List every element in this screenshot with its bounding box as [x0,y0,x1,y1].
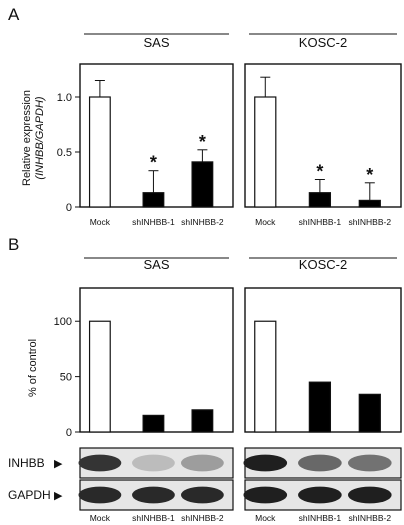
panel-a-ylabel: Relative expression (INHBB/GAPDH) [21,90,46,186]
bar-shinhbb-2 [358,199,381,208]
blot-band [347,454,392,472]
category-label: Mock [90,513,111,523]
category-label: Mock [255,217,276,227]
bar-shinhbb-1 [142,414,165,433]
group-title: SAS [143,257,169,272]
blot-band [132,486,175,504]
category-label: shINHBB-1 [299,513,342,523]
bar-shinhbb-2 [191,161,214,208]
ylabel-line1: Relative expression [21,90,33,186]
bar-shinhbb-1 [308,381,332,433]
y-tick-label: 0 [66,427,72,439]
bar-mock [88,96,111,208]
category-label: shINHBB-2 [349,513,392,523]
blot-band [132,454,175,472]
group-title: SAS [143,35,169,50]
category-label: Mock [255,513,276,523]
y-tick-label: 1.0 [57,92,72,104]
blot-band [243,486,288,504]
bar-shinhbb-2 [191,409,214,433]
chart-a-kosc2: KOSC-2 Mock * shINHBB-1 * shINHBB-2 [244,33,402,227]
ylabel-line2: (INHBB/GAPDH) [34,96,46,179]
significance-asterisk: * [366,165,373,185]
category-label: shINHBB-1 [299,217,342,227]
category-label: shINHBB-1 [132,513,175,523]
chart-b-sas: SAS 0 50 100 [54,257,234,439]
blot-label-inhbb: INHBB [8,456,45,470]
plots: SAS00.51.0Mock*shINHBB-1*shINHBB-2KOSC-2… [54,33,402,439]
blot-label-gapdh: GAPDH [8,488,51,502]
bar-mock [254,320,277,433]
significance-asterisk: * [316,162,323,182]
bar-shinhbb-2 [358,393,381,433]
chart-a-sas: SAS 0 0.5 1.0 Mock * shINHBB-1 * shINHBB-2 [57,33,234,227]
blot-band [180,486,224,504]
category-label: shINHBB-2 [349,217,392,227]
group-title: KOSC-2 [299,257,347,272]
panel-a-letter: A [8,5,20,24]
blot-band [298,454,342,472]
western-blots: INHBB ▶GAPDH ▶Mock shINHBB-1 shINHBB-2 Mock sh… [8,447,402,523]
panel-b-ylabel: % of control [27,339,39,397]
blot-band [298,486,342,504]
bar-mock [254,96,277,208]
panel-b-letter: B [8,235,19,254]
category-label: shINHBB-2 [181,217,224,227]
y-tick-label: 50 [60,372,72,384]
bar-shinhbb-1 [142,192,165,208]
blot-arrow-icon: ▶ [54,458,63,470]
category-label: shINHBB-1 [132,217,175,227]
chart-b-kosc2: KOSC-2 [244,257,402,433]
y-tick-label: 100 [54,316,72,328]
group-title: KOSC-2 [299,35,347,50]
blot-band [243,454,288,472]
y-tick-label: 0.5 [57,147,72,159]
blot-band [347,486,392,504]
blot-band [78,486,122,504]
significance-asterisk: * [199,132,206,152]
bar-shinhbb-1 [308,192,332,208]
bar-mock [88,320,111,433]
category-label: Mock [90,217,111,227]
category-label: shINHBB-2 [181,513,224,523]
significance-asterisk: * [150,153,157,173]
blot-arrow-icon: ▶ [54,490,63,502]
blot-band [78,454,122,472]
y-tick-label: 0 [66,202,72,214]
blot-band [180,454,224,472]
